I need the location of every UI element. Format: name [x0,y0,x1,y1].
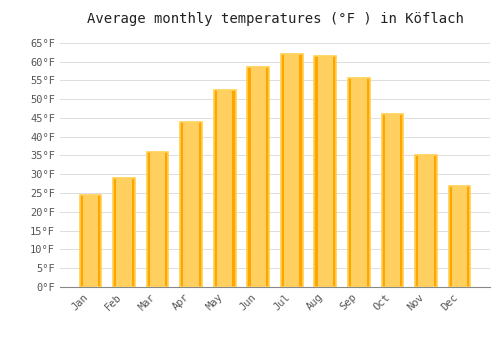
Bar [452,186,467,287]
Bar [348,78,370,287]
Bar [214,90,236,287]
Bar [284,54,300,287]
Bar [184,122,198,287]
Bar [83,195,98,287]
Bar [448,186,470,287]
Bar [116,178,132,287]
Bar [385,114,400,287]
Bar [250,67,266,287]
Bar [113,178,135,287]
Bar [150,152,165,287]
Bar [146,152,169,287]
Bar [415,155,437,287]
Bar [318,56,333,287]
Bar [382,114,404,287]
Bar [248,67,269,287]
Bar [217,90,232,287]
Bar [352,78,366,287]
Bar [180,122,202,287]
Title: Average monthly temperatures (°F ) in Köflach: Average monthly temperatures (°F ) in Kö… [86,12,464,26]
Bar [314,56,336,287]
Bar [281,54,302,287]
Bar [80,195,102,287]
Bar [418,155,434,287]
